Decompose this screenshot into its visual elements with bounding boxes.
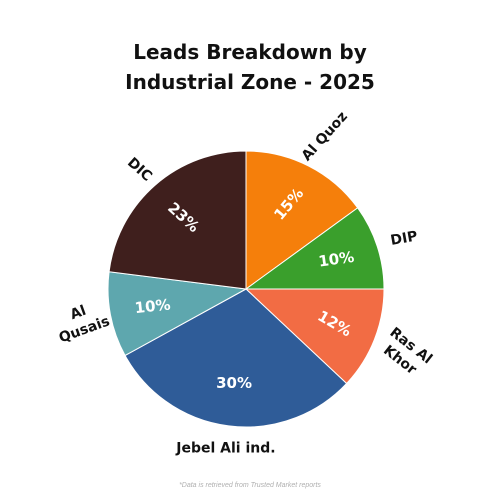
slice-category-label-al-quoz: Al Quoz <box>299 109 351 164</box>
pie-slice-al-qusais <box>107 271 248 357</box>
pie-slice-dic <box>108 150 247 290</box>
pie-slice-al-quoz <box>245 150 359 290</box>
slice-category-label-dic: DIC <box>124 155 155 185</box>
slice-value-label-dip: 10% <box>317 248 355 271</box>
pie-slice-dip <box>244 207 385 290</box>
slice-category-label-line: Al <box>68 303 88 323</box>
chart-title-line-2: Industrial Zone - 2025 <box>125 70 375 94</box>
slice-category-label-ras-al-khor: Ras AlKhor <box>376 325 436 382</box>
chart-title-line-1: Leads Breakdown by <box>133 40 367 64</box>
pie-slice-ras-al-khor <box>244 288 385 385</box>
data-source-footnote: *Data is retrieved from Trusted Market r… <box>179 482 321 489</box>
slice-value-label-jebel-ali-ind: 30% <box>216 374 252 392</box>
slice-category-label-al-qusais: AlQusais <box>51 296 112 346</box>
pie-slice-jebel-ali-ind <box>124 288 348 428</box>
slice-category-label-line: Jebel Ali ind. <box>175 441 275 457</box>
slice-category-label-line: DIC <box>124 155 155 185</box>
slice-category-label-line: DIP <box>389 228 418 248</box>
slice-category-label-jebel-ali-ind: Jebel Ali ind. <box>175 441 275 457</box>
slice-category-label-line: Al Quoz <box>299 109 351 164</box>
slice-value-label-al-qusais: 10% <box>134 295 172 317</box>
slice-category-label-dip: DIP <box>389 228 418 248</box>
